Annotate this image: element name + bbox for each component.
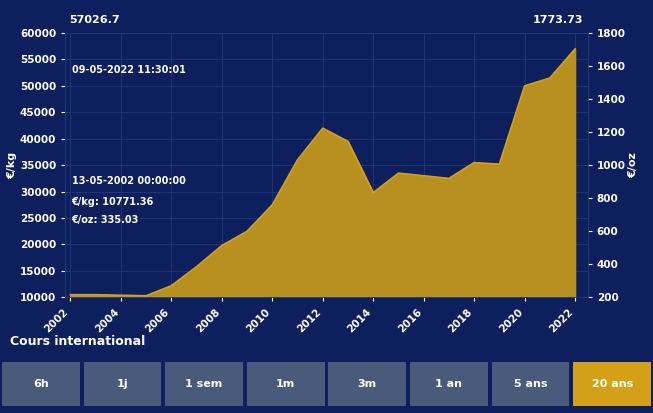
- Text: 1 an: 1 an: [436, 379, 462, 389]
- Text: 13-05-2002 00:00:00: 13-05-2002 00:00:00: [72, 176, 185, 186]
- Text: 09-05-2022 11:30:01: 09-05-2022 11:30:01: [72, 65, 185, 75]
- Text: 1m: 1m: [276, 379, 295, 389]
- Text: 6h: 6h: [33, 379, 49, 389]
- Text: 1773.73: 1773.73: [533, 15, 584, 25]
- Text: 57026.7: 57026.7: [69, 15, 120, 25]
- Text: 1j: 1j: [117, 379, 128, 389]
- FancyBboxPatch shape: [247, 362, 325, 406]
- FancyBboxPatch shape: [165, 362, 243, 406]
- Text: 5 ans: 5 ans: [514, 379, 547, 389]
- FancyBboxPatch shape: [410, 362, 488, 406]
- FancyBboxPatch shape: [2, 362, 80, 406]
- Text: 1 sem: 1 sem: [185, 379, 223, 389]
- FancyBboxPatch shape: [573, 362, 651, 406]
- Text: 20 ans: 20 ans: [592, 379, 633, 389]
- Text: 3m: 3m: [358, 379, 377, 389]
- Y-axis label: €/kg: €/kg: [7, 152, 17, 179]
- Text: Cours international: Cours international: [10, 335, 145, 347]
- FancyBboxPatch shape: [84, 362, 161, 406]
- Text: €/oz: 335.03: €/oz: 335.03: [72, 216, 139, 225]
- FancyBboxPatch shape: [328, 362, 406, 406]
- FancyBboxPatch shape: [492, 362, 569, 406]
- Text: €/kg: 10771.36: €/kg: 10771.36: [72, 197, 154, 207]
- Y-axis label: €/oz: €/oz: [629, 152, 639, 178]
